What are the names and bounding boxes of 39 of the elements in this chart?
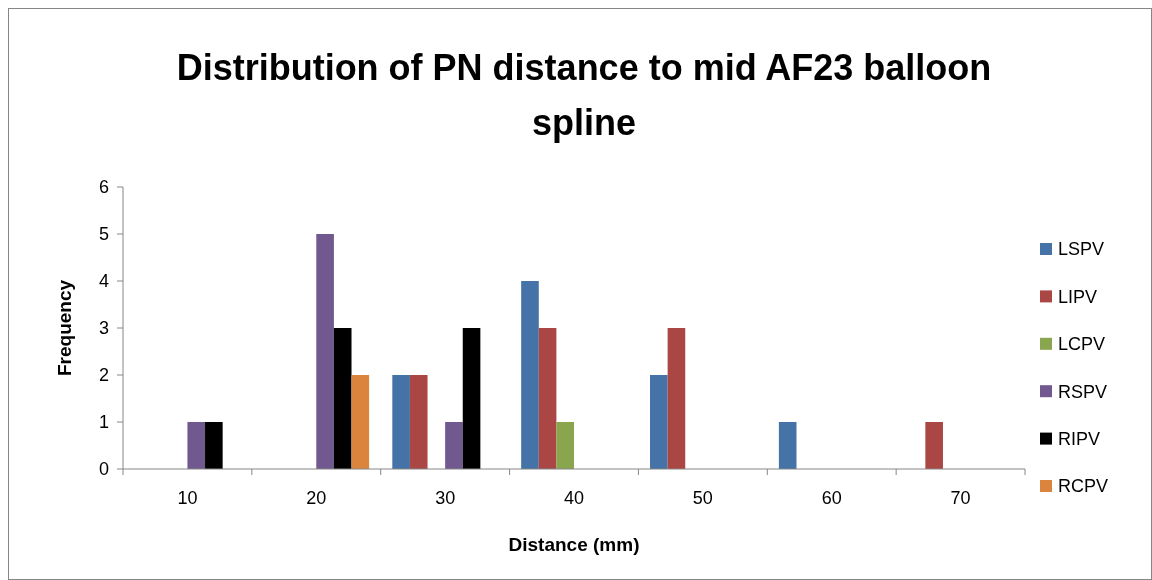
x-tick-label: 50 <box>692 488 713 508</box>
legend-label: RCPV <box>1058 476 1109 497</box>
legend-label: LCPV <box>1058 334 1106 355</box>
legend-label: RIPV <box>1058 428 1101 449</box>
bar <box>538 328 557 469</box>
legend-label: RSPV <box>1058 381 1108 402</box>
x-tick-label: 30 <box>435 488 456 508</box>
x-tick-label: 70 <box>950 488 971 508</box>
bar <box>462 328 481 469</box>
y-tick-label: 2 <box>98 365 109 386</box>
y-tick-label: 0 <box>98 459 109 480</box>
chart-title: Distribution of PN distance to mid AF23 balloon spline <box>176 47 992 143</box>
legend-label: LSPV <box>1058 239 1105 260</box>
bar <box>333 328 352 469</box>
bar <box>667 328 686 469</box>
bar <box>925 422 943 469</box>
y-tick-label: 4 <box>98 271 109 292</box>
x-axis-title: Distance (mm) <box>508 534 640 555</box>
bar <box>205 422 223 469</box>
y-tick-label: 3 <box>98 318 109 339</box>
bar <box>392 375 410 469</box>
bar <box>556 422 574 469</box>
bar <box>778 422 797 469</box>
y-tick-label: 1 <box>98 412 109 433</box>
x-tick-label: 10 <box>177 488 198 508</box>
bar <box>650 375 668 469</box>
y-axis-title: Frequency <box>54 279 75 377</box>
y-tick-label: 6 <box>98 177 109 198</box>
x-tick-label: 60 <box>821 488 842 508</box>
bar <box>187 422 206 469</box>
x-tick-label: 40 <box>563 488 585 508</box>
bar <box>521 281 539 469</box>
bar <box>351 375 370 469</box>
bar <box>409 375 428 469</box>
bar <box>316 234 334 469</box>
legend-label: LIPV <box>1058 286 1098 307</box>
bar <box>445 422 463 469</box>
x-tick-label: 20 <box>306 488 327 508</box>
y-tick-label: 5 <box>98 224 109 245</box>
